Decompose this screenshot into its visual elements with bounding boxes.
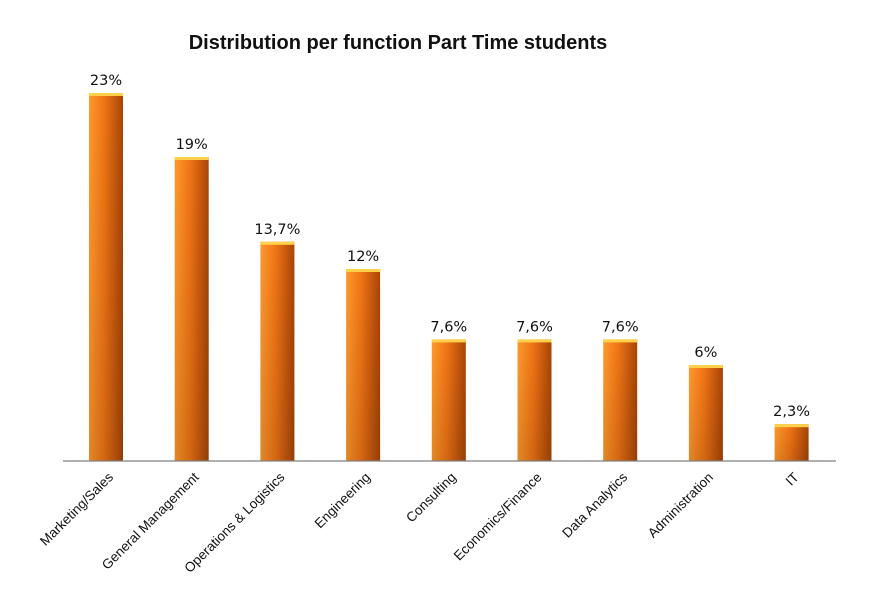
x-tick-label-consulting: Consulting (403, 470, 459, 526)
bar-administration (688, 365, 723, 461)
bar-top-highlight (174, 157, 209, 160)
x-tick-label-administration: Administration (645, 470, 716, 541)
bar-it (774, 424, 809, 461)
x-tick-label-economics-finance: Economics/Finance (451, 470, 545, 564)
bar-top-highlight (89, 93, 123, 96)
bar-top-highlight (517, 339, 552, 343)
bar-shade (688, 365, 723, 461)
bar-top-highlight (688, 365, 723, 368)
chart-title: Distribution per function Part Time stud… (189, 32, 608, 54)
bars-group (89, 93, 809, 461)
bar-shade (260, 241, 295, 461)
bar-shade (603, 339, 638, 461)
data-label-consulting: 7,6% (430, 319, 467, 335)
data-label-general-management: 19% (176, 137, 208, 153)
data-label-economics-finance: 7,6% (516, 319, 553, 335)
bar-shade (346, 269, 381, 461)
x-tick-label-it: IT (783, 470, 802, 489)
bar-top-highlight (774, 424, 809, 428)
x-tick-label-operations-logistics: Operations & Logistics (181, 469, 287, 575)
x-tick-label-marketing-sales: Marketing/Sales (37, 469, 116, 548)
bar-data-analytics (603, 339, 638, 461)
bar-top-highlight (260, 241, 295, 245)
bar-engineering (346, 269, 381, 461)
bar-shade (89, 93, 123, 461)
x-tick-label-data-analytics: Data Analytics (559, 469, 630, 540)
data-labels-group: 23% 19% 13,7% 12% 7,6% 7,6% 7,6% 6% 2,3% (90, 73, 810, 420)
data-label-marketing-sales: 23% (90, 73, 122, 89)
bar-shade (174, 157, 209, 461)
bar-shade (774, 424, 809, 461)
data-label-operations-logistics: 13,7% (254, 222, 300, 238)
data-label-it: 2,3% (773, 404, 810, 420)
bar-shade (517, 339, 552, 461)
x-tick-label-engineering: Engineering (312, 470, 374, 532)
bar-consulting (431, 339, 466, 461)
bar-top-highlight (603, 339, 638, 343)
data-label-engineering: 12% (347, 249, 379, 265)
bar-general-management (174, 157, 209, 461)
data-label-data-analytics: 7,6% (602, 319, 639, 335)
bar-top-highlight (431, 339, 466, 343)
bar-operations-logistics (260, 241, 295, 461)
data-label-administration: 6% (694, 345, 717, 361)
bar-economics-finance (517, 339, 552, 461)
x-tick-label-general-management: General Management (99, 469, 202, 572)
bar-marketing-sales (89, 93, 123, 461)
bar-top-highlight (346, 269, 381, 272)
bar-shade (431, 339, 466, 461)
